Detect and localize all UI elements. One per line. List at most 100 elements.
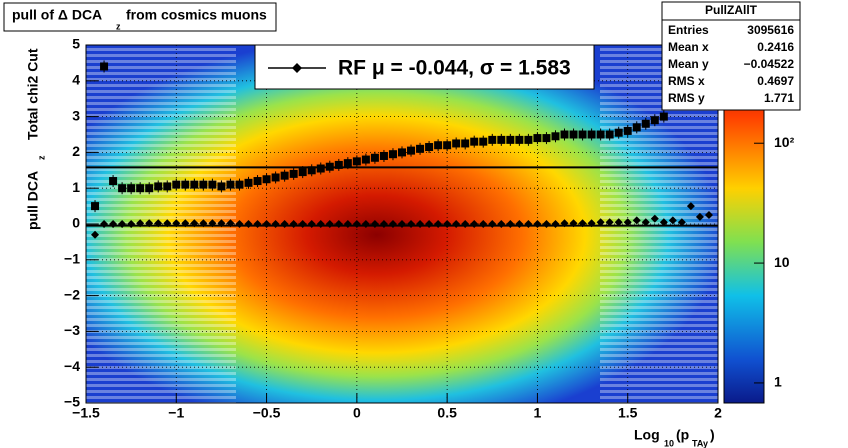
legend-marker — [292, 63, 302, 73]
profile-point — [650, 116, 659, 125]
profile-point — [425, 220, 434, 228]
profile-point — [641, 218, 650, 227]
profile-point — [280, 220, 289, 228]
x-axis-label: ) — [710, 427, 715, 443]
profile-point — [271, 173, 280, 182]
x-tick-label: −1 — [168, 405, 184, 421]
profile-point — [118, 220, 127, 228]
profile-point — [479, 220, 488, 228]
profile-point — [623, 218, 632, 227]
profile-point — [398, 148, 406, 157]
x-axis-label-sub: 10 — [664, 438, 674, 448]
y-tick-label: −1 — [64, 251, 80, 267]
profile-point — [632, 123, 641, 132]
profile-point — [578, 130, 587, 139]
profile-point — [316, 164, 325, 173]
profile-point — [262, 220, 271, 228]
profile-point — [172, 219, 181, 228]
profile-point — [614, 128, 623, 137]
profile-point — [388, 220, 397, 228]
y-tick-label: 0 — [72, 215, 80, 231]
profile-point — [596, 130, 605, 139]
profile-point — [443, 141, 452, 150]
y-tick-label: −5 — [64, 394, 80, 410]
profile-point — [533, 134, 542, 143]
profile-point — [118, 184, 127, 193]
x-tick-label: 0.5 — [437, 405, 457, 421]
profile-point — [271, 220, 280, 228]
profile-point — [100, 62, 109, 71]
profile-point — [253, 220, 262, 228]
profile-point — [623, 126, 632, 135]
stats-value: 1.771 — [764, 91, 794, 105]
profile-point — [217, 219, 226, 228]
profile-point — [370, 153, 379, 162]
profile-point — [578, 219, 587, 228]
profile-point — [181, 180, 190, 189]
profile-point — [695, 212, 704, 221]
profile-point — [289, 220, 298, 228]
chart-title-sub: z — [116, 21, 121, 31]
y-tick-label: −3 — [64, 322, 80, 338]
x-tick-label: −0.5 — [253, 405, 281, 421]
profile-point — [136, 184, 145, 193]
profile-point — [533, 220, 542, 228]
profile-point — [154, 219, 163, 228]
profile-point — [542, 220, 551, 228]
z-tick-label: 10² — [774, 134, 795, 150]
z-tick-label: 10 — [774, 254, 790, 270]
profile-point — [361, 220, 370, 228]
stats-value: 0.2416 — [757, 40, 794, 54]
profile-point — [235, 220, 244, 228]
profile-point — [506, 135, 515, 144]
profile-point — [452, 139, 461, 148]
y-tick-label: 4 — [72, 72, 80, 88]
profile-point — [226, 180, 235, 189]
profile-point — [542, 134, 551, 143]
y-tick-label: 1 — [72, 179, 80, 195]
profile-point — [605, 130, 614, 139]
x-tick-label: 0 — [353, 405, 361, 421]
profile-point — [343, 159, 352, 168]
profile-point — [659, 112, 668, 121]
profile-point — [109, 220, 118, 228]
y-tick-label: 5 — [72, 36, 80, 52]
profile-point — [100, 220, 109, 228]
profile-point — [334, 160, 343, 169]
profile-point — [334, 220, 343, 228]
x-tick-label: 1 — [534, 405, 542, 421]
profile-point — [587, 219, 596, 228]
profile-point — [262, 175, 271, 184]
profile-point — [479, 137, 488, 146]
profile-point — [398, 220, 406, 228]
profile-point — [551, 132, 560, 141]
profile-point — [470, 220, 479, 228]
profile-point — [181, 219, 190, 228]
y-axis-label: Total chi2 Cut — [25, 48, 41, 140]
profile-point — [488, 135, 497, 144]
profile-point — [244, 178, 253, 187]
x-tick-label: 2 — [714, 405, 722, 421]
profile-point — [253, 177, 262, 186]
profile-point — [343, 220, 352, 228]
x-axis-label-sub: TAy — [692, 438, 708, 448]
profile-point — [235, 180, 244, 189]
profile-point — [587, 130, 596, 139]
z-tick-label: 1 — [774, 374, 782, 390]
profile-point — [443, 220, 452, 228]
profile-point — [361, 155, 370, 164]
profile-point — [551, 220, 560, 228]
stats-value: −0.04522 — [744, 57, 795, 71]
profile-point — [488, 220, 497, 228]
profile-point — [226, 219, 235, 228]
profile-point — [298, 220, 307, 228]
profile-point — [605, 218, 614, 227]
profile-point — [407, 220, 416, 228]
profile-point — [370, 220, 379, 228]
profile-point — [461, 220, 470, 228]
x-axis-label: Log — [634, 427, 660, 443]
profile-point — [497, 135, 506, 144]
profile-point — [154, 182, 163, 191]
profile-point — [109, 177, 118, 186]
